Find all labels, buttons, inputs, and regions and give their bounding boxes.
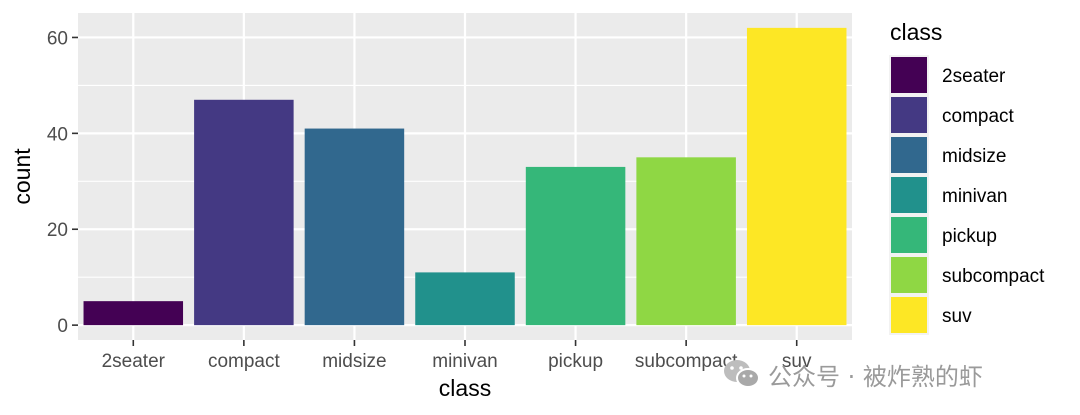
bar-minivan: [415, 272, 515, 326]
legend-key-pickup: [891, 217, 927, 253]
bar-pickup: [525, 166, 626, 326]
legend-label-suv: suv: [942, 306, 972, 327]
watermark-text: 公众号 · 被炸熟的虾: [768, 362, 983, 391]
legend-label-midsize: midsize: [942, 146, 1006, 167]
legend-label-2seater: 2seater: [942, 66, 1006, 87]
x-tick-label: subcompact: [635, 351, 738, 372]
legend-key-minivan: [891, 177, 927, 213]
y-tick-label: 60: [47, 28, 68, 49]
wechat-icon: [722, 357, 762, 391]
legend-title: class: [890, 19, 942, 45]
legend-key-suv: [891, 297, 927, 333]
bar-compact: [194, 99, 294, 326]
bar-2seater: [83, 301, 184, 326]
y-axis: 0 20 40 60: [47, 28, 78, 337]
x-axis: 2seater compact midsize minivan pickup subcom…: [102, 340, 812, 372]
bar-subcompact: [636, 157, 736, 326]
legend-key-midsize: [891, 137, 927, 173]
legend-label-minivan: minivan: [942, 186, 1007, 207]
y-tick-label: 20: [47, 220, 68, 241]
bars: [83, 27, 847, 326]
x-axis-title: class: [439, 375, 491, 401]
legend-label-subcompact: subcompact: [942, 266, 1045, 287]
x-tick-label: midsize: [322, 351, 386, 372]
x-tick-label: pickup: [548, 351, 603, 372]
watermark: 公众号 · 被炸熟的虾: [722, 356, 983, 392]
x-tick-label: minivan: [432, 351, 497, 372]
bar-midsize: [304, 128, 405, 326]
legend: class 2seater compact midsize minivan pickup…: [889, 19, 1045, 335]
x-tick-label: compact: [208, 351, 281, 372]
y-tick-label: 0: [57, 316, 68, 337]
x-tick-label: 2seater: [102, 351, 166, 372]
y-axis-title: count: [9, 148, 35, 205]
legend-label-pickup: pickup: [942, 226, 997, 247]
legend-label-compact: compact: [942, 106, 1015, 127]
x-tick-label: suv: [782, 351, 812, 372]
bar-suv: [746, 27, 847, 326]
legend-key-compact: [891, 97, 927, 133]
y-tick-label: 40: [47, 124, 68, 145]
legend-key-subcompact: [891, 257, 927, 293]
legend-key-2seater: [891, 57, 927, 93]
